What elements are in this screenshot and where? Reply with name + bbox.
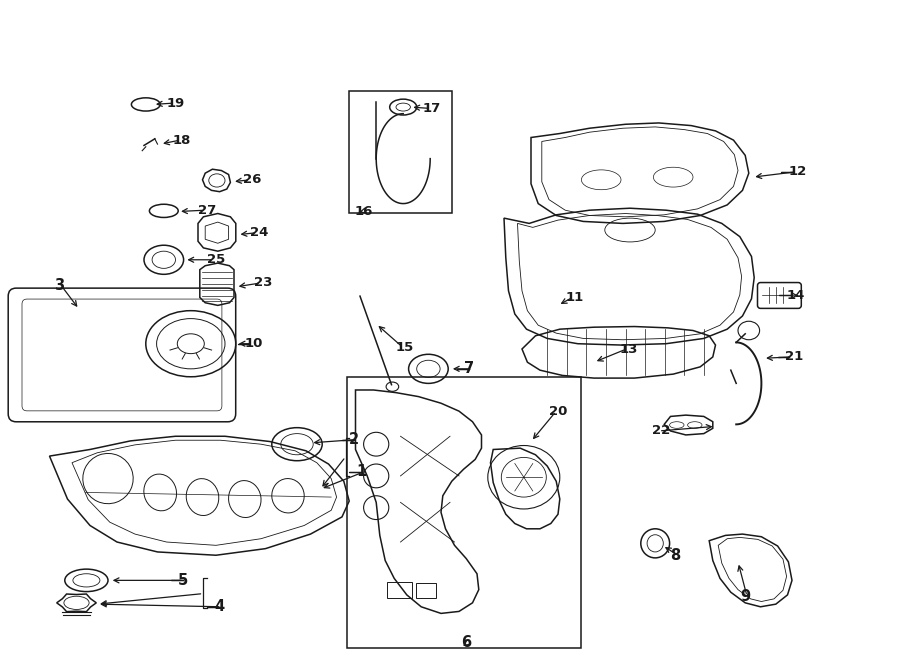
Text: 2: 2 (349, 432, 359, 447)
Bar (387, 582, 412, 598)
Text: 25: 25 (207, 253, 225, 266)
Bar (416, 583, 436, 598)
Text: 8: 8 (670, 548, 680, 563)
Text: 27: 27 (198, 204, 216, 217)
Text: 15: 15 (396, 341, 414, 354)
Text: 5: 5 (178, 573, 188, 588)
Text: 9: 9 (740, 589, 750, 603)
Text: 16: 16 (355, 205, 373, 218)
Text: 24: 24 (250, 226, 268, 239)
Text: 13: 13 (619, 342, 637, 356)
Text: 11: 11 (565, 291, 583, 304)
Text: 10: 10 (245, 337, 263, 350)
Text: 20: 20 (549, 405, 567, 418)
Text: 26: 26 (243, 173, 261, 186)
Text: 1: 1 (356, 465, 366, 479)
Text: 19: 19 (166, 97, 184, 110)
Text: 12: 12 (788, 165, 806, 178)
Text: 21: 21 (785, 350, 803, 364)
Bar (346, 377, 580, 648)
Bar (349, 91, 452, 213)
Text: 22: 22 (652, 424, 670, 438)
Text: 18: 18 (173, 134, 191, 147)
Text: 7: 7 (464, 362, 474, 376)
Text: 23: 23 (254, 276, 272, 290)
Text: 6: 6 (461, 635, 471, 650)
Text: 4: 4 (214, 600, 224, 614)
Text: 17: 17 (423, 102, 441, 115)
Text: 14: 14 (787, 289, 805, 302)
Text: 3: 3 (54, 278, 64, 293)
